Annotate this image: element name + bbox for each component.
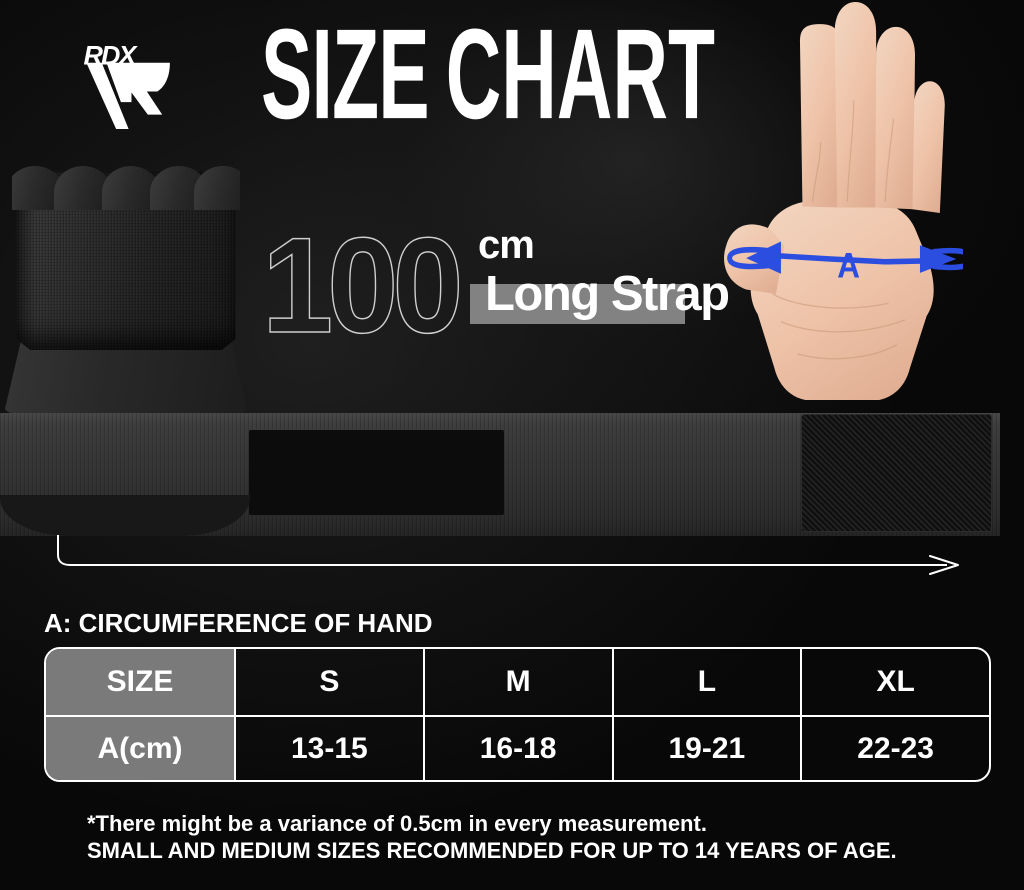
svg-text:A: A — [837, 247, 860, 286]
